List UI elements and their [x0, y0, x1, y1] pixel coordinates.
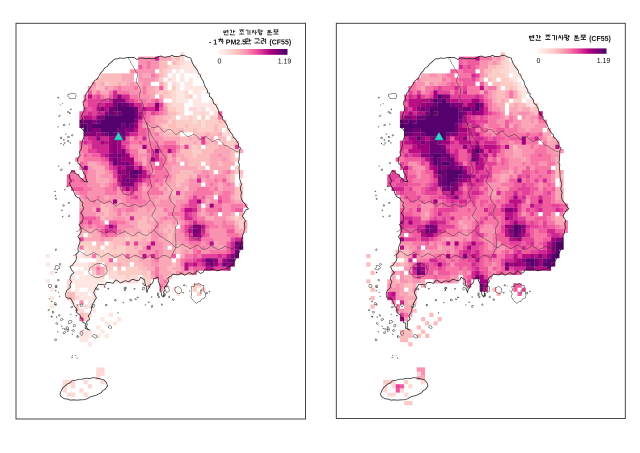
svg-text:(CF55): (CF55) — [589, 36, 611, 43]
svg-text:1.19: 1.19 — [597, 58, 611, 65]
svg-text:PM2.5: PM2.5 — [226, 39, 246, 46]
svg-text:0: 0 — [537, 58, 541, 65]
svg-text:1.19: 1.19 — [278, 59, 292, 66]
svg-text:(CF55): (CF55) — [269, 39, 291, 46]
svg-text:- 1: - 1 — [209, 39, 217, 46]
svg-text:0: 0 — [218, 59, 222, 66]
